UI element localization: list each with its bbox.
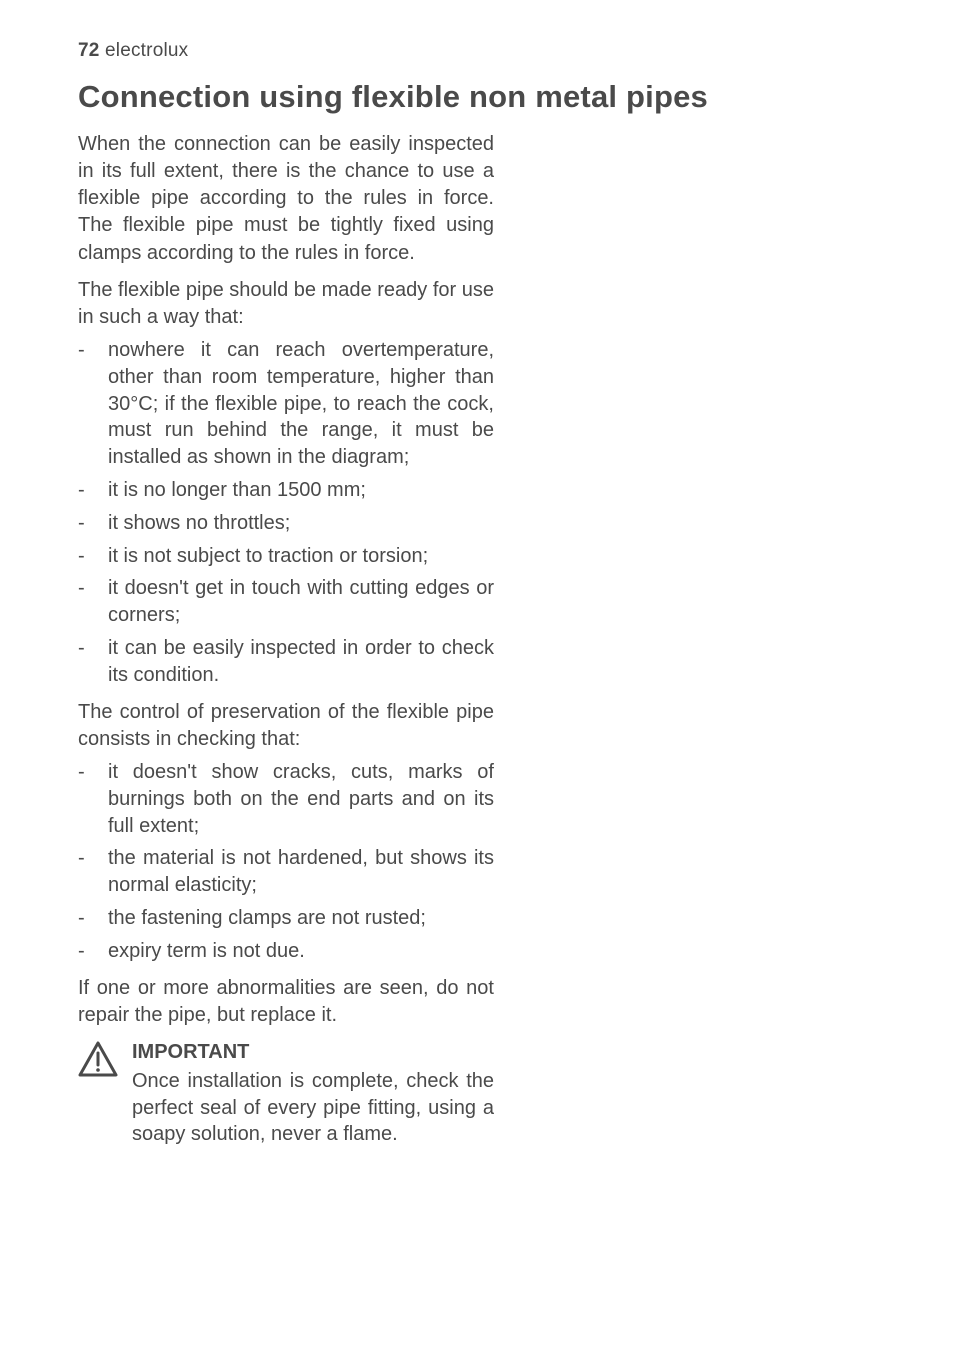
check-list: it doesn't show cracks, cuts, marks of b… (78, 759, 494, 965)
brand-name: electrolux (105, 40, 188, 61)
important-label: IMPORTANT (132, 1039, 494, 1066)
requirements-list: nowhere it can reach overtemperature, ot… (78, 337, 494, 689)
important-block: IMPORTANT Once installation is complete,… (78, 1039, 494, 1148)
list-item: it can be easily inspected in order to c… (78, 635, 494, 689)
intro-paragraph-2: The flexible pipe should be made ready f… (78, 277, 494, 331)
important-body: Once installation is complete, check the… (132, 1070, 494, 1146)
list-item: it doesn't show cracks, cuts, marks of b… (78, 759, 494, 839)
intro-paragraph-1: When the connection can be easily inspec… (78, 131, 494, 267)
list-item: it doesn't get in touch with cutting edg… (78, 575, 494, 629)
list-item: expiry term is not due. (78, 938, 494, 965)
important-text: IMPORTANT Once installation is complete,… (132, 1039, 494, 1148)
list-item: the fastening clamps are not rusted; (78, 905, 494, 932)
list-item: it shows no throttles; (78, 510, 494, 537)
page-header: 72 electrolux (78, 40, 894, 62)
list-item: it is no longer than 1500 mm; (78, 477, 494, 504)
warning-icon (78, 1041, 118, 1077)
page-number: 72 (78, 40, 100, 61)
page-title: Connection using flexible non metal pipe… (78, 76, 894, 119)
list-item: it is not subject to traction or torsion… (78, 543, 494, 570)
end-paragraph: If one or more abnormalities are seen, d… (78, 975, 494, 1029)
mid-paragraph: The control of preservation of the flexi… (78, 699, 494, 753)
page: 72 electrolux Connection using flexible … (0, 0, 954, 1354)
list-item: the material is not hardened, but shows … (78, 845, 494, 899)
list-item: nowhere it can reach overtemperature, ot… (78, 337, 494, 471)
content-column: When the connection can be easily inspec… (78, 131, 494, 1148)
